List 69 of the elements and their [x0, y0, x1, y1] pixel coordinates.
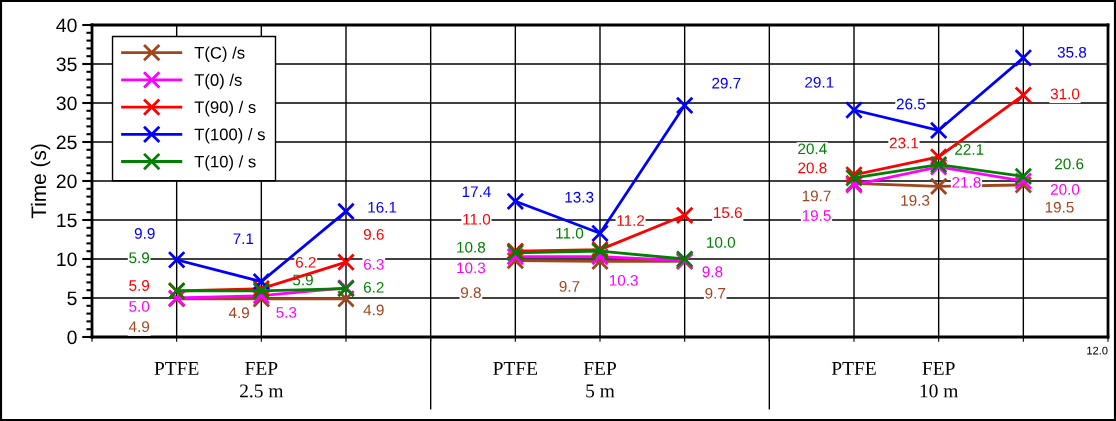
legend-label: T(C) /s [194, 46, 245, 62]
data-label: 10.3 [457, 262, 486, 274]
data-label: 6.2 [363, 281, 384, 293]
y-axis-title: Time (s) [30, 144, 51, 219]
data-label: 26.5 [896, 98, 926, 110]
text: 5 m [586, 384, 615, 398]
data-label: 11.0 [556, 227, 584, 239]
data-label: 21.8 [952, 176, 981, 188]
data-label: 5.0 [129, 301, 150, 312]
data-label: 17.4 [462, 186, 491, 197]
data-label: 6.2 [295, 256, 316, 268]
data-label: 6.3 [363, 258, 384, 270]
data-label: 4.9 [228, 307, 250, 319]
y-tick-label: 30 [56, 96, 77, 111]
x-tick-label: PTFE [154, 362, 199, 375]
data-label: 10.8 [457, 241, 486, 253]
data-label: 4.9 [363, 304, 384, 316]
legend-label: T(100) / s [194, 128, 265, 144]
data-label: 4.9 [128, 321, 150, 333]
y-tick-label: 10 [57, 252, 77, 267]
data-label: 16.1 [368, 201, 397, 213]
x-tick-label: PTFE [493, 362, 538, 375]
legend-label: T(0) /s [194, 73, 242, 90]
data-label: 9.7 [705, 287, 726, 299]
data-label: 20.4 [798, 143, 827, 155]
text: 2.5 m [240, 384, 284, 398]
data-label: 15.6 [714, 207, 742, 219]
y-tick-label: 15 [57, 213, 77, 228]
y-tick-label: 5 [67, 291, 77, 306]
data-label: 9.8 [702, 266, 723, 278]
data-label: 20.8 [798, 162, 827, 174]
x-tick-label: PTFE [831, 362, 876, 375]
data-label: 5.3 [276, 307, 297, 318]
data-label: 9.6 [363, 229, 384, 240]
legend-label: T(10) / s [194, 155, 256, 171]
data-label: 10.0 [707, 237, 736, 248]
data-label: 9.9 [134, 228, 155, 239]
data-label: 22.1 [955, 144, 984, 155]
legend-label: T(90) / s [194, 100, 256, 117]
data-label: 10.3 [609, 274, 638, 286]
data-label: 5.9 [129, 280, 150, 291]
data-label: 23.1 [889, 137, 919, 149]
x-tick-label: FEP [922, 362, 955, 375]
data-label: 29.7 [712, 77, 741, 89]
y-tick-label: 0 [67, 330, 77, 345]
data-label: 7.1 [233, 233, 254, 244]
data-label: 19.5 [802, 210, 831, 221]
data-label: 19.5 [1045, 201, 1074, 213]
data-label: 35.8 [1057, 46, 1087, 58]
text: 10 m [920, 384, 959, 398]
x-tick-label: FEP [245, 362, 278, 375]
text: 12.0 [1087, 346, 1108, 355]
y-tick-label: 20 [56, 174, 77, 189]
data-label: 20.0 [1050, 184, 1080, 195]
data-label: 9.7 [559, 281, 580, 292]
data-label: 11.0 [463, 213, 491, 225]
data-label: 5.9 [129, 252, 150, 264]
y-tick-label: 40 [56, 18, 77, 33]
y-tick-label: 25 [56, 135, 77, 150]
y-tick-label: 35 [56, 57, 77, 72]
data-label: 20.6 [1055, 158, 1084, 170]
data-label: 9.8 [460, 287, 481, 298]
x-tick-label: FEP [583, 362, 616, 375]
data-label: 13.3 [565, 191, 594, 203]
data-label: 11.2 [617, 215, 645, 226]
data-label: 31.0 [1050, 88, 1080, 100]
data-label: 19.3 [901, 195, 930, 206]
data-label: 29.1 [805, 76, 834, 88]
data-label: 19.7 [802, 190, 831, 202]
